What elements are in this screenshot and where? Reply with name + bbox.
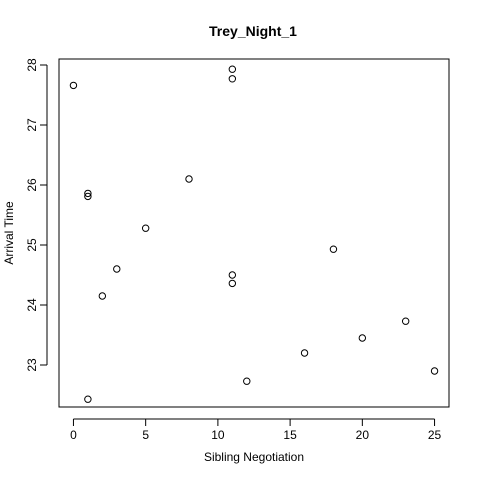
data-point bbox=[243, 377, 251, 385]
x-tick-label: 10 bbox=[211, 428, 225, 442]
data-point bbox=[401, 317, 410, 325]
y-tick-label: 24 bbox=[25, 298, 39, 312]
data-point bbox=[141, 224, 150, 232]
data-point bbox=[84, 189, 92, 198]
y-tick-label: 26 bbox=[25, 178, 39, 192]
y-tick-label: 27 bbox=[25, 118, 39, 132]
data-point bbox=[113, 265, 121, 273]
x-tick-label: 15 bbox=[283, 428, 297, 442]
points-layer bbox=[69, 65, 439, 403]
data-point bbox=[84, 395, 92, 403]
x-tick-label: 0 bbox=[70, 428, 77, 442]
y-tick-label: 28 bbox=[25, 58, 39, 72]
y-axis-label: Arrival Time bbox=[2, 201, 16, 265]
plot-frame bbox=[58, 58, 450, 408]
x-tick-label: 25 bbox=[428, 428, 442, 442]
data-point bbox=[430, 367, 439, 375]
y-axis: 23 24 25 26 27 28 bbox=[25, 58, 48, 372]
data-point bbox=[228, 279, 237, 288]
x-tick-label: 5 bbox=[142, 428, 149, 442]
chart-title: Trey_Night_1 bbox=[209, 23, 297, 39]
data-point bbox=[300, 349, 309, 357]
x-axis-label: Sibling Negotiation bbox=[204, 450, 304, 464]
data-point bbox=[185, 175, 193, 183]
data-point bbox=[329, 245, 338, 253]
data-point bbox=[228, 75, 237, 83]
x-tick-label: 20 bbox=[356, 428, 370, 442]
data-point bbox=[228, 271, 237, 279]
y-tick-label: 25 bbox=[25, 238, 39, 252]
data-point bbox=[98, 292, 107, 300]
data-point bbox=[228, 65, 237, 73]
data-point bbox=[69, 81, 78, 90]
x-axis: 0 5 10 15 20 25 bbox=[70, 418, 442, 442]
data-point bbox=[358, 334, 367, 342]
data-point bbox=[84, 192, 92, 201]
y-tick-label: 23 bbox=[25, 358, 39, 372]
